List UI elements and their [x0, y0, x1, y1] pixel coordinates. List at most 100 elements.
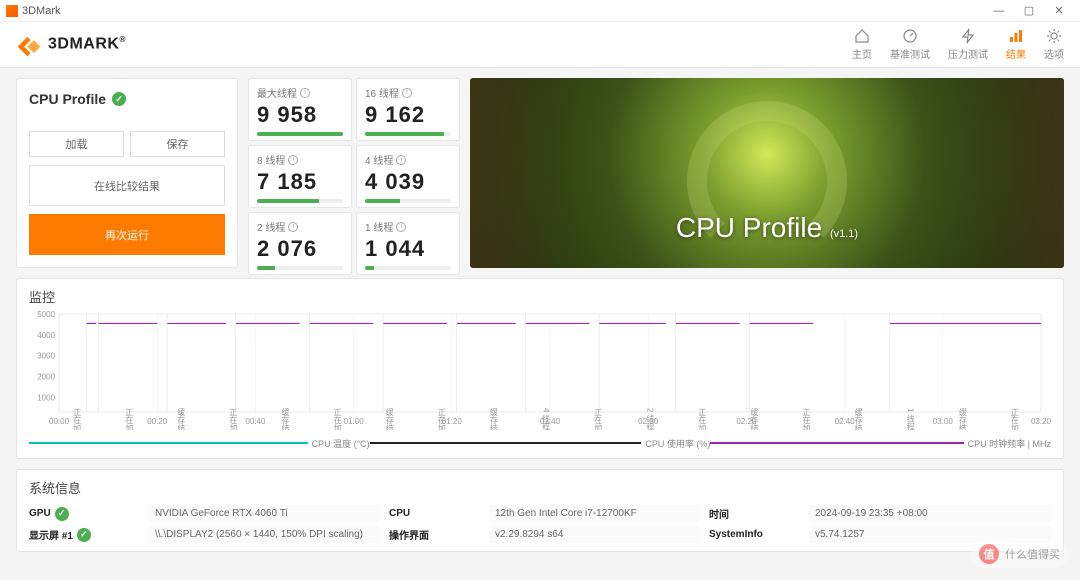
nav-label: 选项	[1044, 46, 1064, 61]
logo-icon	[16, 32, 42, 58]
sysinfo-value: v2.29.8294 s64	[489, 526, 699, 543]
minimize-button[interactable]: —	[984, 5, 1014, 17]
score-grid: 最大线程 i 9 958 16 线程 i 9 162 8 线程 i 7 185 4 线程 i…	[248, 78, 460, 268]
nav-gauge[interactable]: 基准测试	[890, 28, 930, 61]
profile-title: CPU Profile ✓	[29, 91, 225, 107]
profile-card: CPU Profile ✓ 加载 保存 在线比较结果 再次运行	[16, 78, 238, 268]
score-value: 9 162	[365, 102, 451, 128]
brand-logo: 3DMARK®	[16, 32, 126, 58]
metric-legend: CPU 使用率 (%)	[370, 434, 711, 452]
nav-bolt[interactable]: 压力测试	[948, 28, 988, 61]
score-label: 8 线程 i	[257, 152, 343, 167]
svg-text:1 线程: 1 线程	[906, 408, 915, 430]
score-label: 最大线程 i	[257, 85, 343, 100]
monitor-title: 监控	[29, 287, 1051, 306]
sysinfo-title: 系统信息	[29, 478, 1051, 497]
watermark-text: 什么值得买	[1005, 546, 1060, 562]
svg-text:2 线程: 2 线程	[646, 408, 655, 430]
score-bar	[365, 266, 451, 270]
save-button[interactable]: 保存	[130, 131, 225, 157]
score-value: 4 039	[365, 169, 451, 195]
score-label: 1 线程 i	[365, 219, 451, 234]
watermark: 值 什么值得买	[971, 540, 1068, 568]
svg-text:03:00: 03:00	[933, 417, 954, 426]
load-button[interactable]: 加载	[29, 131, 124, 157]
info-icon[interactable]: i	[288, 155, 298, 165]
svg-text:1000: 1000	[37, 393, 55, 402]
nav-gear[interactable]: 选项	[1044, 28, 1064, 61]
score-label: 4 线程 i	[365, 152, 451, 167]
sysinfo-key: 时间	[709, 505, 799, 522]
info-icon[interactable]: i	[300, 88, 310, 98]
close-button[interactable]: ✕	[1044, 4, 1074, 17]
score-value: 2 076	[257, 236, 343, 262]
info-icon[interactable]: i	[288, 222, 298, 232]
metric-legend: CPU 时钟频率 | MHz	[710, 434, 1051, 452]
score-bar	[257, 266, 343, 270]
score-tile: 8 线程 i 7 185	[248, 145, 352, 208]
gear-icon	[1046, 28, 1062, 44]
score-bar	[257, 199, 343, 203]
svg-text:缓存结果: 缓存结果	[958, 407, 967, 430]
metrics-legend: CPU 温度 (°C)CPU 使用率 (%)CPU 时钟频率 | MHz	[29, 434, 1051, 452]
hero-title: CPU Profile (v1.1)	[676, 212, 858, 244]
nav-bars[interactable]: 结果	[1006, 28, 1026, 61]
svg-text:正在加载: 正在加载	[698, 408, 707, 430]
svg-text:03:20: 03:20	[1031, 417, 1051, 426]
svg-text:正在加载: 正在加载	[594, 408, 603, 430]
profile-title-text: CPU Profile	[29, 91, 106, 107]
svg-text:02:40: 02:40	[835, 417, 856, 426]
svg-text:正在加载: 正在加载	[73, 408, 82, 430]
check-icon: ✓	[55, 507, 69, 521]
app-icon	[6, 5, 18, 17]
score-bar	[365, 199, 451, 203]
compare-button[interactable]: 在线比较结果	[29, 165, 225, 206]
home-icon	[854, 28, 870, 44]
nav-label: 结果	[1006, 46, 1026, 61]
bolt-icon	[960, 28, 976, 44]
gauge-icon	[902, 28, 918, 44]
nav-label: 主页	[852, 46, 872, 61]
metric-legend: CPU 温度 (°C)	[29, 434, 370, 452]
sysinfo-value: 2024-09-19 23:35 +08:00	[809, 505, 1051, 522]
rerun-button[interactable]: 再次运行	[29, 214, 225, 255]
svg-text:缓存结果: 缓存结果	[750, 407, 759, 430]
svg-text:缓存结果: 缓存结果	[854, 407, 863, 430]
score-tile: 16 线程 i 9 162	[356, 78, 460, 141]
info-icon[interactable]: i	[402, 88, 412, 98]
score-bar	[365, 132, 451, 136]
score-label: 16 线程 i	[365, 85, 451, 100]
monitor-card: 监控 5000400030002000100000:0000:2000:4001…	[16, 278, 1064, 459]
score-value: 7 185	[257, 169, 343, 195]
sysinfo-key: 显示屏 #1 ✓	[29, 526, 139, 543]
svg-text:正在加载: 正在加载	[125, 408, 134, 430]
watermark-badge: 值	[979, 544, 999, 564]
score-tile: 2 线程 i2 076	[248, 212, 352, 275]
nav-label: 基准测试	[890, 46, 930, 61]
svg-text:01:00: 01:00	[344, 417, 365, 426]
sysinfo-value: 12th Gen Intel Core i7-12700KF	[489, 505, 699, 522]
hero-image: CPU Profile (v1.1)	[470, 78, 1064, 268]
sysinfo-card: 系统信息 GPU ✓NVIDIA GeForce RTX 4060 TiCPU1…	[16, 469, 1064, 552]
info-icon[interactable]: i	[396, 222, 406, 232]
nav-home[interactable]: 主页	[852, 28, 872, 61]
sysinfo-key: SystemInfo	[709, 526, 799, 543]
svg-text:00:00: 00:00	[49, 417, 70, 426]
score-value: 9 958	[257, 102, 343, 128]
maximize-button[interactable]: ▢	[1014, 4, 1044, 17]
sysinfo-value: \\.\DISPLAY2 (2560 × 1440, 150% DPI scal…	[149, 526, 379, 543]
svg-text:正在加载: 正在加载	[802, 408, 811, 430]
svg-text:缓存结果: 缓存结果	[385, 407, 394, 430]
svg-text:00:40: 00:40	[245, 417, 266, 426]
svg-text:2000: 2000	[37, 372, 55, 381]
score-tile: 4 线程 i 4 039	[356, 145, 460, 208]
info-icon[interactable]: i	[396, 155, 406, 165]
bars-icon	[1008, 28, 1024, 44]
score-value: 1 044	[365, 236, 451, 262]
svg-text:正在加载: 正在加载	[1010, 408, 1019, 430]
monitor-chart: 5000400030002000100000:0000:2000:4001:00…	[29, 310, 1051, 430]
svg-text:正在加载: 正在加载	[229, 408, 238, 430]
nav-label: 压力测试	[948, 46, 988, 61]
svg-text:正在加载: 正在加载	[437, 408, 446, 430]
svg-text:正在加载: 正在加载	[333, 408, 342, 430]
